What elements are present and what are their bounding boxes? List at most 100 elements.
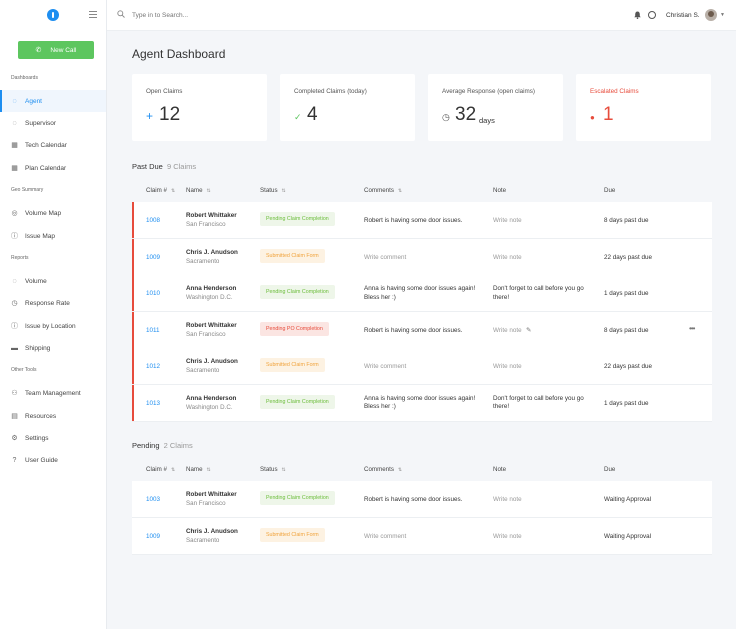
menu-icon[interactable] <box>89 11 97 18</box>
calendar-icon: ▦ <box>11 142 18 149</box>
claim-number-link[interactable]: 1012 <box>146 363 161 370</box>
column-header-name[interactable]: Name ⇅ <box>186 466 211 473</box>
note-input[interactable]: Write note <box>493 532 522 540</box>
app-logo[interactable] <box>47 9 59 21</box>
sort-icon[interactable]: ⇅ <box>170 188 176 194</box>
card-value: 1 <box>603 104 614 125</box>
customer-city: Sacramento <box>186 257 220 265</box>
column-header-note: Note <box>493 187 506 194</box>
sidebar-item-label: Tech Calendar <box>25 141 67 149</box>
card-label: Completed Claims (today) <box>294 88 367 95</box>
customer-name: Robert Whittaker <box>186 212 237 219</box>
bell-icon[interactable] <box>634 11 641 19</box>
column-header-name[interactable]: Name ⇅ <box>186 187 211 194</box>
globe-icon: ◎ <box>11 210 18 217</box>
chevron-down-icon[interactable]: ▼ <box>720 12 725 18</box>
note-input[interactable]: Write note <box>493 496 522 503</box>
sidebar-item-resources[interactable]: ▤ Resources <box>0 405 106 427</box>
more-options-icon[interactable]: ••• <box>689 323 695 333</box>
column-header-claim[interactable]: Claim # ⇅ <box>146 466 175 473</box>
note-input[interactable]: Write note <box>493 326 522 334</box>
sidebar-item-settings[interactable]: ⚙ Settings <box>0 427 106 449</box>
customer-city: San Francisco <box>186 221 226 228</box>
sort-icon[interactable]: ⇅ <box>170 467 176 473</box>
customer-city: Washington D.C. <box>186 294 233 301</box>
column-header-status[interactable]: Status ⇅ <box>260 466 286 473</box>
info-icon: ⓘ <box>11 323 18 330</box>
sidebar-item-response-rate[interactable]: ◷ Response Rate <box>0 292 106 314</box>
table-row[interactable]: 1010 Anna Henderson Washington D.C. Pending… <box>132 275 712 312</box>
note-input[interactable]: Write note <box>493 363 522 370</box>
user-name[interactable]: Christian S. <box>666 12 700 19</box>
status-badge: Pending Claim Completion <box>260 212 335 226</box>
sidebar-item-user-guide[interactable]: ? User Guide <box>0 449 106 471</box>
sidebar-item-issue-by-location[interactable]: ⓘ Issue by Location <box>0 315 106 337</box>
due-text: 8 days past due <box>604 326 649 334</box>
sort-icon[interactable]: ⇅ <box>281 188 286 194</box>
pencil-icon[interactable]: ✎ <box>526 326 532 334</box>
table-row[interactable]: 1012 Chris J. Anudson Sacramento Submitted … <box>132 348 712 385</box>
table-row[interactable]: 1008 Robert Whittaker San Francisco Pending… <box>132 202 712 239</box>
sidebar-item-issue-map[interactable]: ⓘ Issue Map <box>0 225 106 247</box>
customer-city: San Francisco <box>186 500 226 507</box>
claim-number-link[interactable]: 1003 <box>146 496 161 503</box>
sort-icon[interactable]: ⇅ <box>206 467 211 473</box>
claim-number-link[interactable]: 1009 <box>146 253 161 261</box>
sidebar-item-label: Issue Map <box>25 232 55 240</box>
comment-input[interactable]: Write comment <box>364 532 407 540</box>
table-row[interactable]: 1011 Robert Whittaker San Francisco Pending… <box>132 311 712 349</box>
card-label: Open Claims <box>146 88 183 95</box>
summary-card: Escalated Claims ● 1 <box>576 74 711 141</box>
column-header-due: Due <box>604 187 615 194</box>
customer-city: Washington D.C. <box>186 403 233 411</box>
truck-icon: ▬ <box>11 344 18 352</box>
column-header-status[interactable]: Status ⇅ <box>260 187 286 194</box>
sort-icon[interactable]: ⇅ <box>281 467 286 473</box>
claim-number-link[interactable]: 1013 <box>146 399 161 407</box>
note-input[interactable]: Write note <box>493 253 522 261</box>
claim-number-link[interactable]: 1011 <box>146 326 160 334</box>
alert-icon: ● <box>590 113 595 122</box>
sort-icon[interactable]: ⇅ <box>397 188 403 194</box>
comment-input[interactable]: Write comment <box>364 253 407 261</box>
status-icon[interactable] <box>648 11 656 19</box>
comment-text: Robert is having some door issues. <box>364 496 463 503</box>
new-call-button[interactable]: ✆ New Call <box>18 41 94 59</box>
table-row[interactable]: 1009 Chris J. Anudson Sacramento Submitted … <box>132 238 712 276</box>
sidebar-item-plan-calendar[interactable]: ▦ Plan Calendar <box>0 157 106 179</box>
sort-icon[interactable]: ⇅ <box>206 188 211 194</box>
avatar[interactable] <box>705 9 717 21</box>
due-text: 1 days past due <box>604 290 649 297</box>
sidebar-item-shipping[interactable]: ▬ Shipping <box>0 337 106 359</box>
table-row[interactable]: 1003 Robert Whittaker San Francisco Pending… <box>132 481 712 518</box>
note-input[interactable]: Write note <box>493 217 522 224</box>
sidebar-item-team-management[interactable]: ⚇ Team Management <box>0 382 106 404</box>
sidebar-item-volume-map[interactable]: ◎ Volume Map <box>0 202 106 224</box>
sidebar-item-label: User Guide <box>25 456 58 464</box>
search-input[interactable] <box>132 10 332 20</box>
table-row[interactable]: 1013 Anna Henderson Washington D.C. Pending… <box>132 384 712 422</box>
card-label: Average Response (open claims) <box>442 88 535 95</box>
sidebar-item-volume[interactable]: ◌ Volume <box>0 270 106 292</box>
sidebar-item-supervisor[interactable]: ◌ Supervisor <box>0 112 106 134</box>
card-unit: days <box>479 116 495 125</box>
sidebar-item-agent[interactable]: ◌ Agent <box>0 90 106 112</box>
info-icon: ⓘ <box>11 233 18 240</box>
sidebar-section-title: Dashboards <box>11 75 38 81</box>
column-header-comments[interactable]: Comments ⇅ <box>364 187 402 194</box>
note-text: Don't forget to call before you go there… <box>493 394 584 411</box>
sort-icon[interactable]: ⇅ <box>397 467 403 473</box>
claim-number-link[interactable]: 1010 <box>146 290 161 297</box>
column-header-comments[interactable]: Comments ⇅ <box>364 466 402 473</box>
summary-card: Completed Claims (today) ✓ 4 <box>280 74 415 141</box>
calendar-icon: ▦ <box>11 165 18 172</box>
claim-number-link[interactable]: 1008 <box>146 217 161 224</box>
comment-input[interactable]: Write comment <box>364 363 407 370</box>
sidebar-section-title: Reports <box>11 255 29 261</box>
claim-number-link[interactable]: 1009 <box>146 532 161 540</box>
sidebar-item-label: Volume Map <box>25 209 62 217</box>
table-row[interactable]: 1009 Chris J. Anudson Sacramento Submitted … <box>132 517 712 555</box>
column-header-claim[interactable]: Claim # ⇅ <box>146 187 175 194</box>
sidebar-item-tech-calendar[interactable]: ▦ Tech Calendar <box>0 134 106 156</box>
column-header-label: Note <box>493 187 507 194</box>
